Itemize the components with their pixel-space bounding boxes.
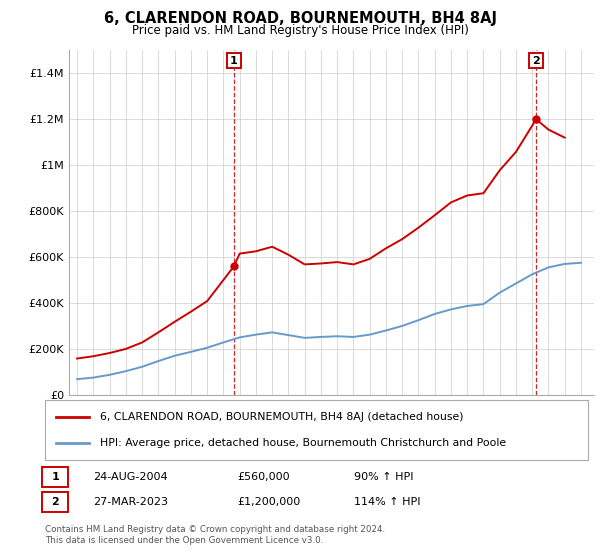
Text: 6, CLARENDON ROAD, BOURNEMOUTH, BH4 8AJ: 6, CLARENDON ROAD, BOURNEMOUTH, BH4 8AJ [104, 11, 497, 26]
Text: 90% ↑ HPI: 90% ↑ HPI [354, 472, 413, 482]
Text: 2: 2 [532, 55, 540, 66]
Text: Price paid vs. HM Land Registry's House Price Index (HPI): Price paid vs. HM Land Registry's House … [131, 24, 469, 36]
Text: £1,200,000: £1,200,000 [237, 497, 300, 507]
Text: HPI: Average price, detached house, Bournemouth Christchurch and Poole: HPI: Average price, detached house, Bour… [100, 438, 506, 449]
Text: 24-AUG-2004: 24-AUG-2004 [93, 472, 167, 482]
Text: 6, CLARENDON ROAD, BOURNEMOUTH, BH4 8AJ (detached house): 6, CLARENDON ROAD, BOURNEMOUTH, BH4 8AJ … [100, 412, 463, 422]
Text: 1: 1 [52, 472, 59, 482]
Text: Contains HM Land Registry data © Crown copyright and database right 2024.
This d: Contains HM Land Registry data © Crown c… [45, 525, 385, 545]
Text: 2: 2 [52, 497, 59, 507]
Text: 114% ↑ HPI: 114% ↑ HPI [354, 497, 421, 507]
Text: 27-MAR-2023: 27-MAR-2023 [93, 497, 168, 507]
Text: £560,000: £560,000 [237, 472, 290, 482]
Text: 1: 1 [230, 55, 238, 66]
